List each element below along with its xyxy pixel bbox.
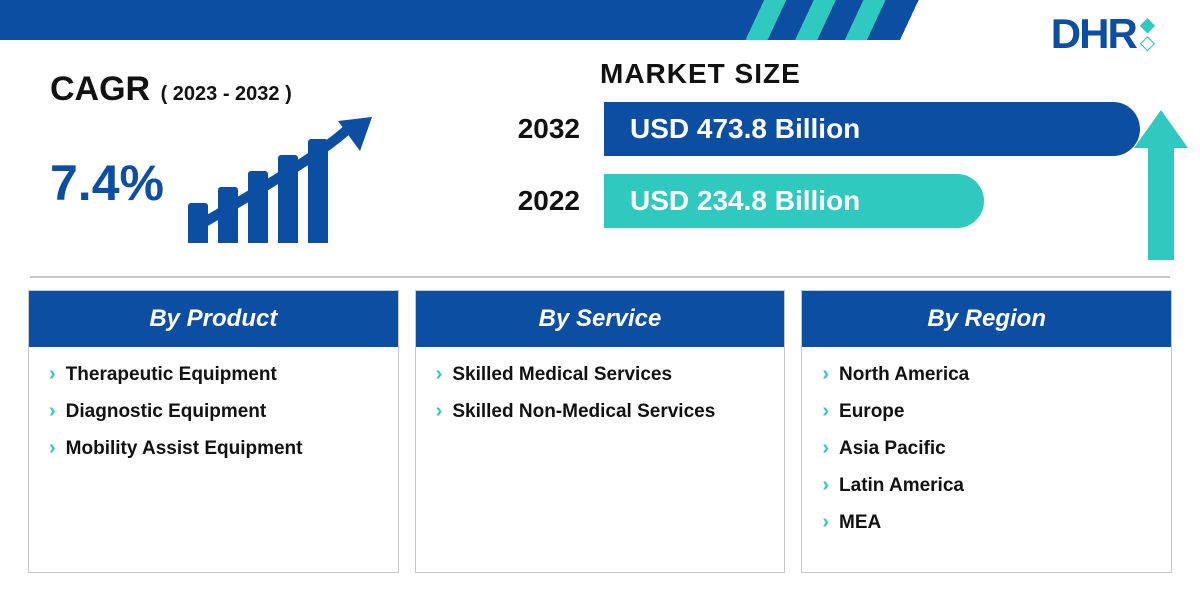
category-item-label: Therapeutic Equipment xyxy=(66,364,277,386)
category-item: › MEA xyxy=(822,511,1151,534)
market-size-row: 2022 USD 234.8 Billion xyxy=(470,174,1170,228)
growth-bar xyxy=(218,187,238,243)
chevron-right-icon: › xyxy=(49,363,56,386)
category-item: › Diagnostic Equipment xyxy=(49,400,378,423)
category-item-label: North America xyxy=(839,364,969,386)
category-item-label: Skilled Non-Medical Services xyxy=(452,401,715,423)
growth-bars xyxy=(188,139,328,243)
category-item: › Therapeutic Equipment xyxy=(49,363,378,386)
infographic-root: DHR ◆◇ CAGR ( 2023 - 2032 ) 7.4% MARKET … xyxy=(0,0,1200,600)
chevron-right-icon: › xyxy=(822,363,829,386)
chevron-right-icon: › xyxy=(822,437,829,460)
growth-bar xyxy=(188,203,208,243)
chevron-right-icon: › xyxy=(49,400,56,423)
chevron-right-icon: › xyxy=(822,400,829,423)
growth-bar xyxy=(308,139,328,243)
growth-bar xyxy=(248,171,268,243)
cagr-block: CAGR ( 2023 - 2032 ) 7.4% xyxy=(50,70,450,243)
brand-logo: DHR ◆◇ xyxy=(1028,4,1178,64)
category-item: › Skilled Non-Medical Services xyxy=(436,400,765,423)
cagr-heading-row: CAGR ( 2023 - 2032 ) xyxy=(50,70,450,109)
category-item-label: Mobility Assist Equipment xyxy=(66,438,303,460)
category-item: › Skilled Medical Services xyxy=(436,363,765,386)
category-header: By Product xyxy=(29,291,398,347)
top-banner xyxy=(0,0,1200,40)
category-item-label: Latin America xyxy=(839,475,964,497)
market-size-year: 2032 xyxy=(470,113,580,145)
category-item: › Latin America xyxy=(822,474,1151,497)
cagr-period: ( 2023 - 2032 ) xyxy=(161,83,292,106)
logo-accent-icon: ◆◇ xyxy=(1140,16,1155,52)
section-divider xyxy=(30,276,1170,278)
chevron-right-icon: › xyxy=(49,437,56,460)
category-item: › Europe xyxy=(822,400,1151,423)
chevron-right-icon: › xyxy=(436,363,443,386)
category-item-label: MEA xyxy=(839,512,881,534)
cagr-value-row: 7.4% xyxy=(50,123,450,243)
category-header: By Region xyxy=(802,291,1171,347)
logo-text: DHR xyxy=(1051,10,1136,58)
category-item: › Mobility Assist Equipment xyxy=(49,437,378,460)
category-item: › Asia Pacific xyxy=(822,437,1151,460)
market-size-bar: USD 473.8 Billion xyxy=(604,102,1140,156)
category-column: By Product › Therapeutic Equipment › Diagnos… xyxy=(28,290,399,573)
chevron-right-icon: › xyxy=(822,511,829,534)
growth-bar xyxy=(278,155,298,243)
category-body: › Skilled Medical Services › Skilled Non-Me… xyxy=(416,347,785,461)
growth-chart-icon xyxy=(188,123,368,243)
market-size-year: 2022 xyxy=(470,185,580,217)
up-arrow-icon xyxy=(1134,110,1188,260)
market-size-bar: USD 234.8 Billion xyxy=(604,174,984,228)
category-header: By Service xyxy=(416,291,785,347)
category-item-label: Europe xyxy=(839,401,904,423)
category-item-label: Asia Pacific xyxy=(839,438,946,460)
market-size-block: MARKET SIZE 2032 USD 473.8 Billion 2022 USD… xyxy=(470,58,1170,246)
category-grid: By Product › Therapeutic Equipment › Diagnos… xyxy=(28,290,1172,573)
category-item: › North America xyxy=(822,363,1151,386)
category-item-label: Diagnostic Equipment xyxy=(66,401,267,423)
category-column: By Region › North America › Europe › Asia Paci… xyxy=(801,290,1172,573)
category-column: By Service › Skilled Medical Services › Skil… xyxy=(415,290,786,573)
cagr-value: 7.4% xyxy=(50,154,164,212)
chevron-right-icon: › xyxy=(436,400,443,423)
cagr-label: CAGR xyxy=(50,70,150,109)
market-size-row: 2032 USD 473.8 Billion xyxy=(470,102,1170,156)
category-body: › Therapeutic Equipment › Diagnostic Equipm… xyxy=(29,347,398,498)
market-size-rows: 2032 USD 473.8 Billion 2022 USD 234.8 Billi… xyxy=(470,102,1170,228)
category-item-label: Skilled Medical Services xyxy=(452,364,672,386)
market-size-title: MARKET SIZE xyxy=(600,58,1170,90)
category-body: › North America › Europe › Asia Pacific › Latin… xyxy=(802,347,1171,572)
chevron-right-icon: › xyxy=(822,474,829,497)
